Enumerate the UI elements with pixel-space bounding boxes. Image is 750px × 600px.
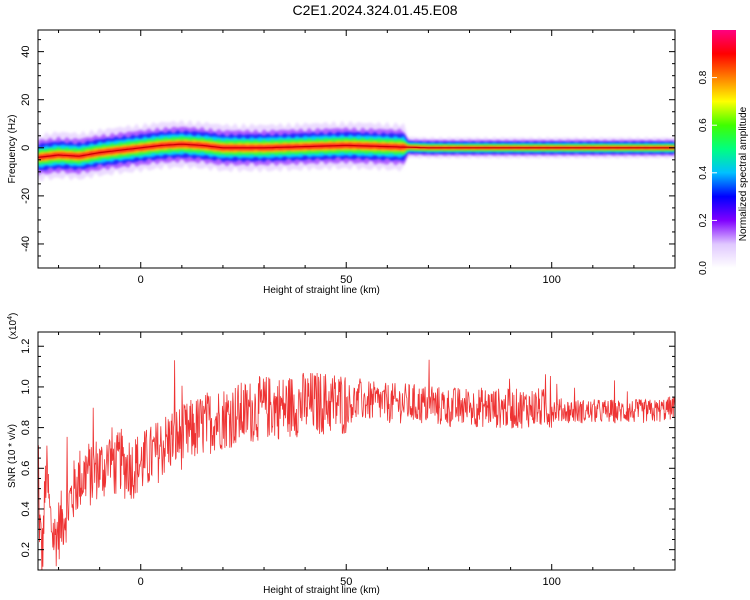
colorbar-tick-label: 0.2: [698, 213, 709, 227]
scale-factor-base: (x10: [8, 319, 19, 339]
bottom-x-tick-label: 0: [138, 576, 144, 588]
heatmap-band-6: [38, 141, 675, 160]
top-y-tick-label: 40: [20, 46, 32, 58]
top-y-tick-label: -20: [20, 188, 32, 204]
heatmap-ridge-line: [38, 143, 675, 158]
snr-series-line: [38, 359, 675, 570]
top-plot-frame: [37, 29, 676, 269]
bottom-y-tick-label: 1.2: [20, 339, 32, 354]
page-title: C2E1.2024.324.01.45.E08: [292, 2, 458, 18]
top-x-tick-label: 0: [138, 274, 144, 286]
colorbar: [712, 30, 736, 268]
colorbar-tick-label: 0.0: [698, 261, 709, 275]
colorbar-tick-label: 0.6: [698, 118, 709, 132]
top-y-tick-label: -40: [20, 236, 32, 252]
bottom-y-tick-label: 0.2: [20, 542, 32, 557]
bottom-y-tick-label: 1.0: [20, 379, 32, 394]
colorbar-label: Normalized spectral amplitude: [738, 106, 749, 241]
colorbar-tick-label: 0.8: [698, 70, 709, 84]
bottom-y-tick-label: 0.4: [20, 501, 32, 516]
bottom-y-axis-label: SNR (10 * v/v): [7, 424, 18, 488]
scale-factor-suffix: ): [8, 313, 19, 316]
top-y-tick-label: 20: [20, 94, 32, 106]
bottom-plot-frame: [37, 331, 676, 571]
bottom-y-tick-label: 0.6: [20, 461, 32, 476]
bottom-x-tick-label: 100: [543, 576, 561, 588]
bottom-y-tick-label: 0.8: [20, 420, 32, 435]
snr-line-area: [38, 359, 675, 570]
top-y-axis-label: Frequency (Hz): [7, 115, 18, 184]
top-x-tick-label: 50: [340, 274, 352, 286]
scale-factor-exponent: 4: [7, 316, 14, 320]
top-x-axis-label: Height of straight line (km): [263, 285, 380, 296]
top-x-tick-label: 100: [543, 274, 561, 286]
scale-factor-label: (x104): [7, 313, 19, 340]
heatmap-area: [38, 119, 675, 182]
colorbar-tick-label: 0.4: [698, 165, 709, 179]
bottom-x-tick-label: 50: [340, 576, 352, 588]
bottom-x-axis-label: Height of straight line (km): [263, 585, 380, 596]
top-y-tick-label: 0: [20, 145, 32, 151]
